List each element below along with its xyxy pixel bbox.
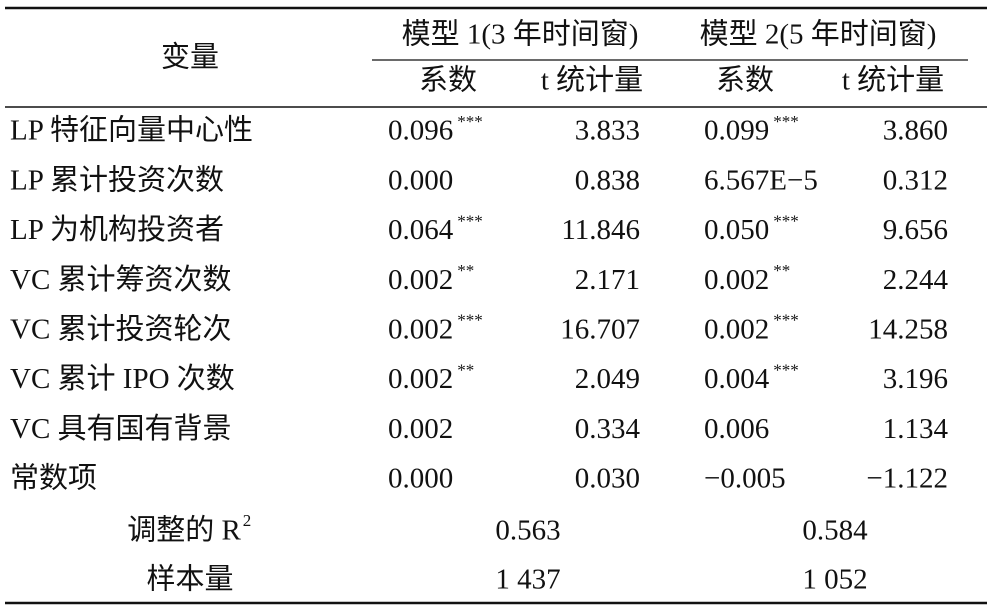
coefficient: 0.002 <box>704 264 769 296</box>
subheader: t 统计量 <box>541 64 643 97</box>
significance: ** <box>457 261 474 280</box>
subheader: 系数 <box>419 64 477 97</box>
t-statistic: 3.860 <box>883 115 948 147</box>
row-label: LP 为机构投资者 <box>10 213 224 246</box>
footer-label: 调整的 R <box>127 514 241 547</box>
coefficient: 0.004 <box>704 363 770 395</box>
footer-value: 1 437 <box>495 564 560 596</box>
header-model: 模型 2(5 年时间窗) <box>700 18 937 51</box>
coefficient: 0.099 <box>704 115 769 147</box>
t-statistic: 0.334 <box>575 413 641 445</box>
subheader: 系数 <box>716 64 774 97</box>
t-statistic: 2.244 <box>883 264 949 296</box>
coefficient: −0.005 <box>704 463 786 495</box>
significance: *** <box>457 211 483 230</box>
significance: *** <box>773 311 799 330</box>
significance: *** <box>773 360 799 379</box>
significance: ** <box>773 261 790 280</box>
t-statistic: 0.312 <box>883 164 948 196</box>
subheader: t 统计量 <box>842 64 944 97</box>
coefficient: 6.567E−5 <box>704 164 818 196</box>
coefficient: 0.000 <box>388 164 453 196</box>
coefficient: 0.050 <box>704 214 769 246</box>
footer-value: 0.563 <box>495 515 560 547</box>
row-label: VC 累计筹资次数 <box>10 263 232 296</box>
coefficient: 0.006 <box>704 413 769 445</box>
significance: *** <box>457 112 483 131</box>
row-label: VC 累计 IPO 次数 <box>10 362 235 395</box>
t-statistic: 2.049 <box>575 363 640 395</box>
row-label: 常数项 <box>10 462 97 495</box>
t-statistic: 0.030 <box>575 463 640 495</box>
t-statistic: −1.122 <box>866 463 948 495</box>
t-statistic: 3.833 <box>575 115 640 147</box>
row-label: VC 累计投资轮次 <box>10 312 232 345</box>
coefficient: 0.002 <box>388 363 453 395</box>
t-statistic: 0.838 <box>575 164 640 196</box>
t-statistic: 3.196 <box>883 363 948 395</box>
coefficient: 0.000 <box>388 463 453 495</box>
coefficient: 0.002 <box>704 313 769 345</box>
significance: *** <box>773 112 799 131</box>
header-variable: 变量 <box>161 41 219 74</box>
significance: ** <box>457 360 474 379</box>
t-statistic: 9.656 <box>883 214 948 246</box>
footer-label: 样本量 <box>146 563 233 596</box>
superscript: 2 <box>243 511 252 530</box>
t-statistic: 16.707 <box>560 313 640 345</box>
t-statistic: 1.134 <box>883 413 949 445</box>
t-statistic: 14.258 <box>868 313 948 345</box>
t-statistic: 2.171 <box>575 264 640 296</box>
coefficient: 0.002 <box>388 413 453 445</box>
coefficient: 0.002 <box>388 313 453 345</box>
significance: *** <box>773 211 799 230</box>
row-label: LP 累计投资次数 <box>10 163 224 196</box>
row-label: VC 具有国有背景 <box>10 412 232 445</box>
row-label: LP 特征向量中心性 <box>10 114 253 147</box>
t-statistic: 11.846 <box>561 214 640 246</box>
coefficient: 0.002 <box>388 264 453 296</box>
header-model: 模型 1(3 年时间窗) <box>402 18 639 51</box>
footer-value: 0.584 <box>802 515 868 547</box>
coefficient: 0.064 <box>388 214 454 246</box>
coefficient: 0.096 <box>388 115 453 147</box>
footer-value: 1 052 <box>802 564 867 596</box>
significance: *** <box>457 311 483 330</box>
